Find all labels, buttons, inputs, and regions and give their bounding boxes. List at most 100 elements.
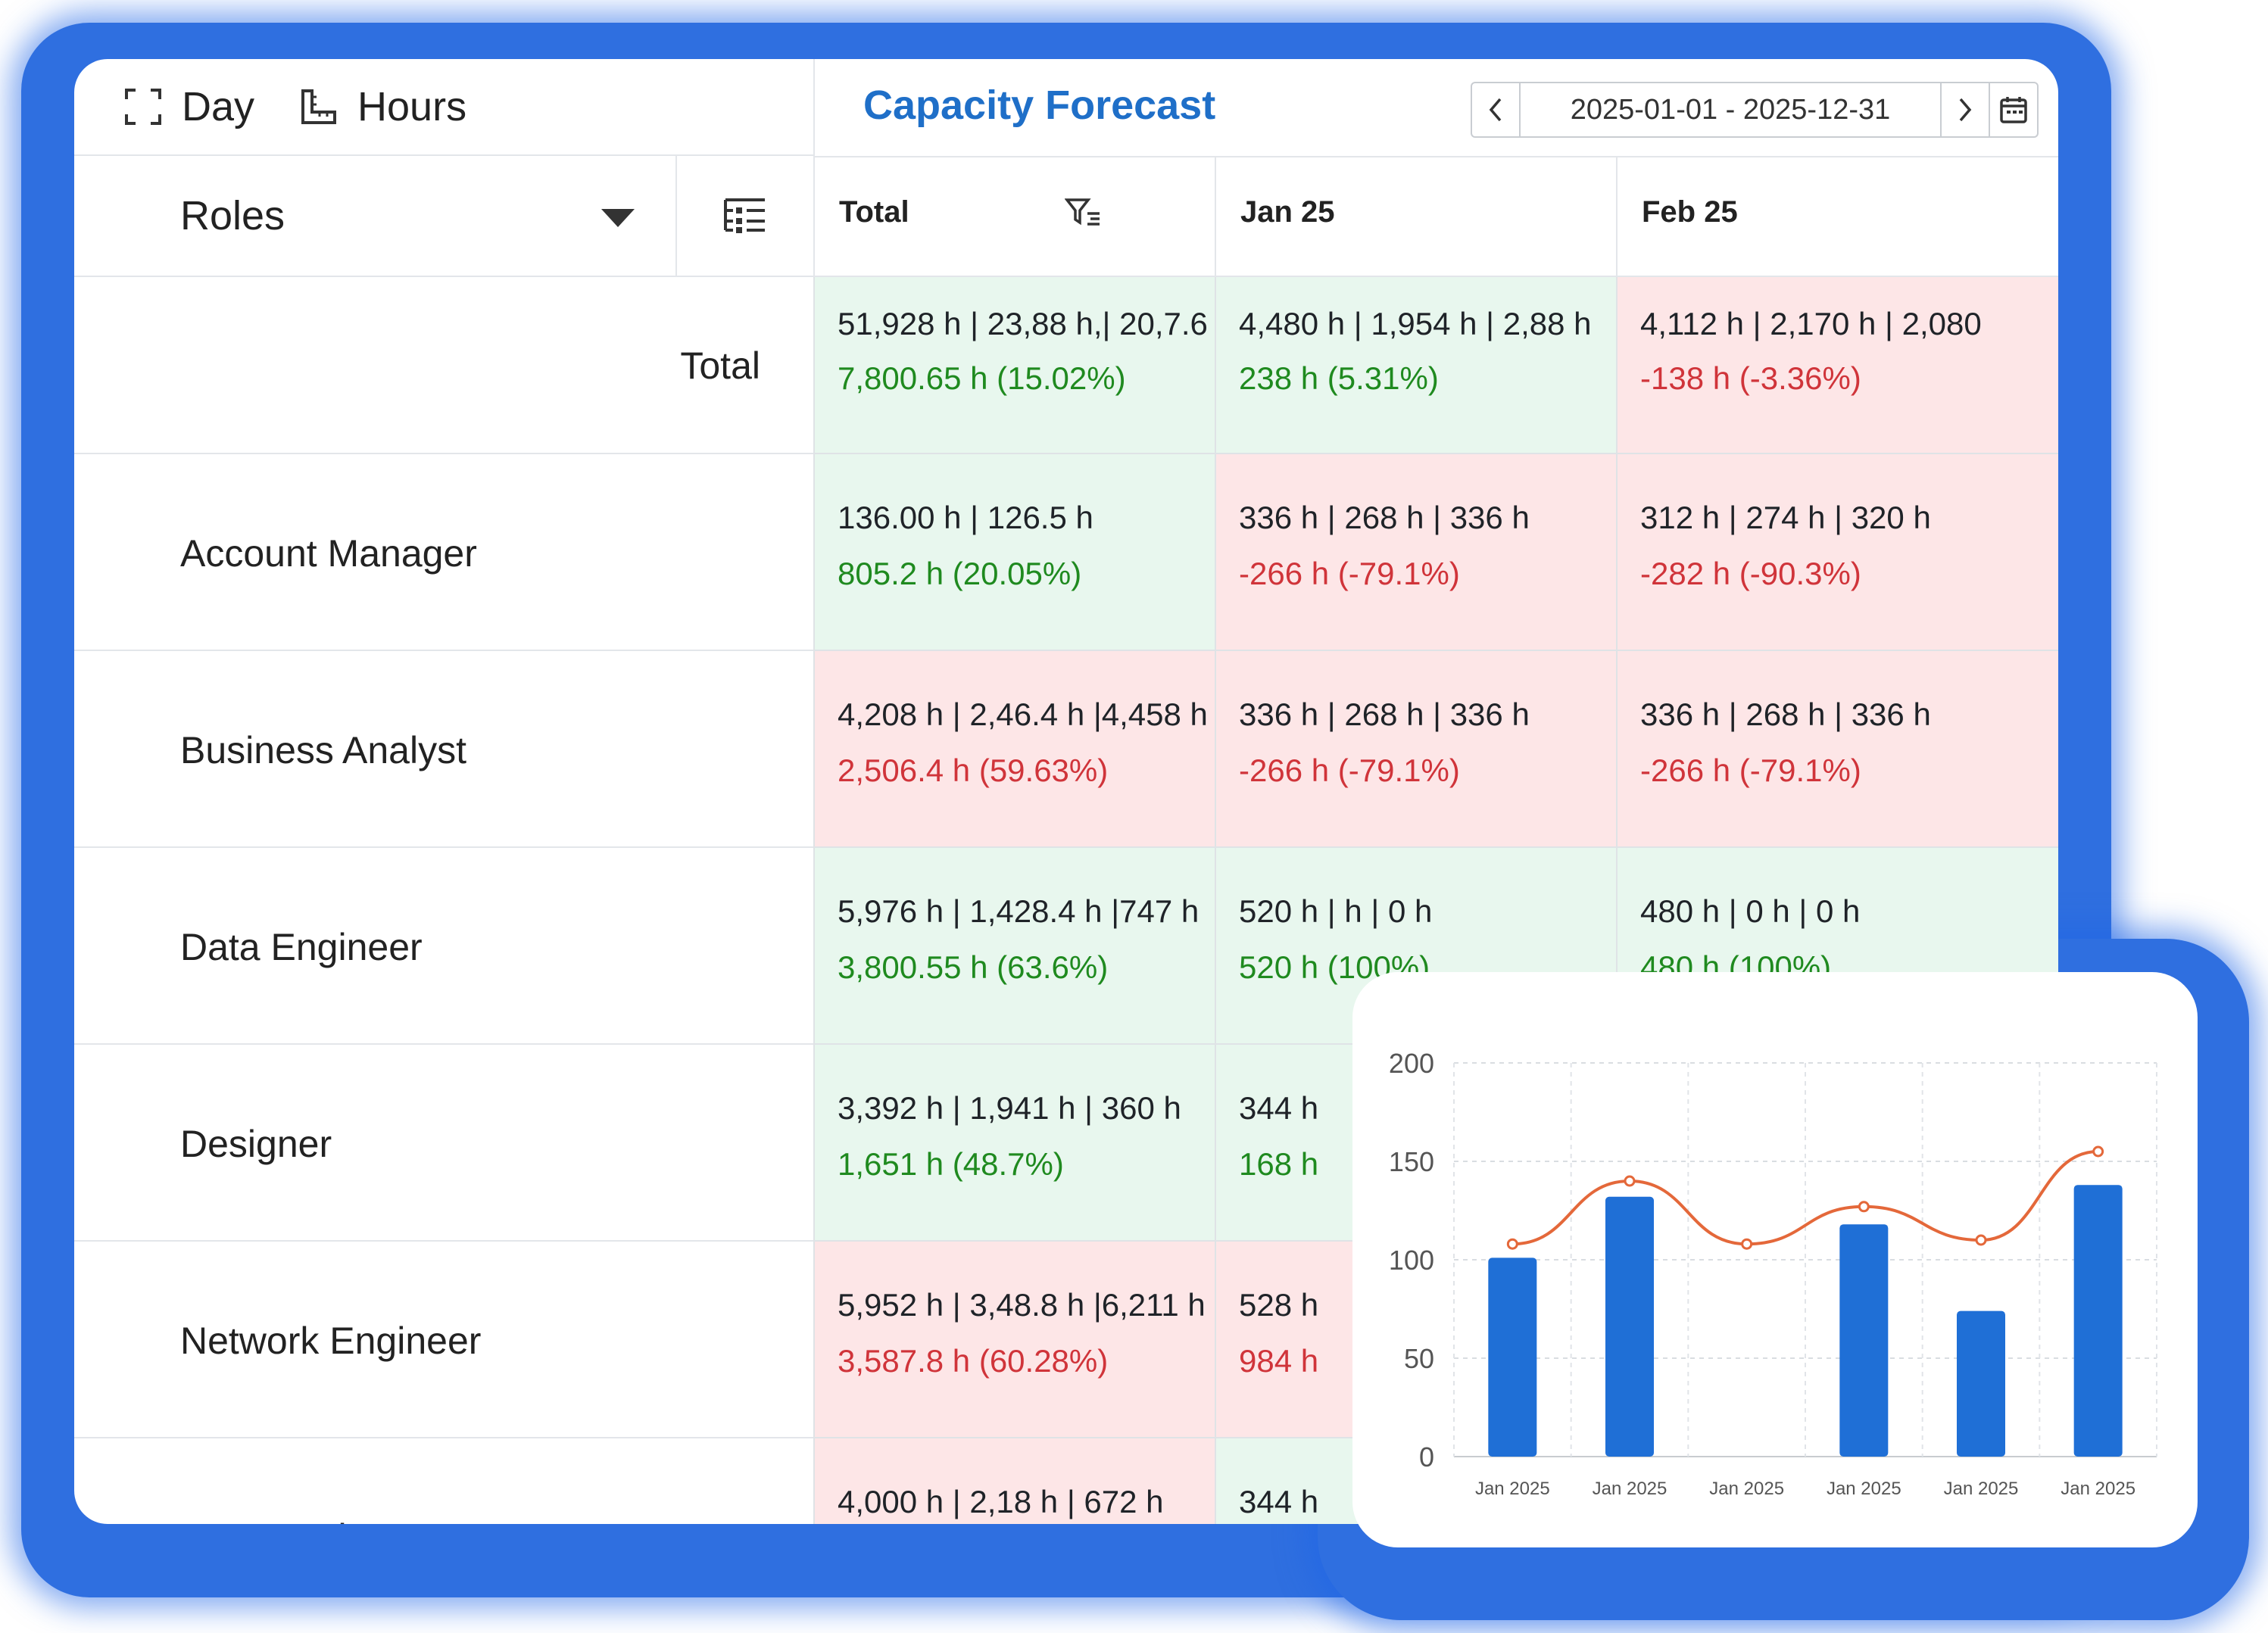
capacity-cell[interactable]: 4,112 h | 2,170 h | 2,080 -138 h (-3.36%) xyxy=(1616,277,2058,454)
chart-point xyxy=(1858,1201,1870,1213)
x-tick-label: Jan 2025 xyxy=(1944,1479,2019,1499)
cell-hours: 344 h xyxy=(1239,1090,1319,1126)
y-tick-label: 50 xyxy=(1404,1343,1434,1374)
capacity-chart: 0 50 100 150 200 Jan 2025 Jan 2025 Jan 2025 Jan … xyxy=(1389,1048,2157,1499)
chevron-right-icon xyxy=(1959,98,1972,122)
chart-bar xyxy=(2073,1185,2123,1457)
chart-card: 0 50 100 150 200 Jan 2025 Jan 2025 Jan 2025 Jan … xyxy=(1352,972,2198,1547)
cell-hours: 480 h | 0 h | 0 h xyxy=(1640,893,1861,929)
capacity-cell[interactable]: 136.00 h | 126.5 h 805.2 h (20.05%) xyxy=(813,454,1215,651)
row-label-text: Network Engineer xyxy=(180,1320,482,1362)
row-label-text: Data Engineer xyxy=(180,1516,423,1524)
ruler-icon xyxy=(301,89,337,124)
cell-hours: 4,112 h | 2,170 h | 2,080 xyxy=(1640,306,1982,341)
calendar-button[interactable] xyxy=(1990,83,2037,136)
cell-hours: 5,976 h | 1,428.4 h |747 h xyxy=(838,893,1200,929)
chart-point xyxy=(1506,1238,1518,1250)
y-tick-label: 150 xyxy=(1389,1146,1434,1177)
cell-hours: 344 h xyxy=(1239,1484,1319,1519)
cell-hours: 528 h xyxy=(1239,1287,1319,1323)
role-row-label[interactable]: Data Engineer xyxy=(74,848,813,1045)
prev-period-button[interactable] xyxy=(1472,83,1521,136)
cell-variance: -266 h (-79.1%) xyxy=(1239,556,1460,591)
cell-variance: 984 h xyxy=(1239,1343,1319,1379)
capacity-cell[interactable]: 5,952 h | 3,48.8 h |6,211 h 3,587.8 h (60… xyxy=(813,1242,1215,1438)
x-tick-label: Jan 2025 xyxy=(2061,1479,2135,1499)
cell-hours: 336 h | 268 h | 336 h xyxy=(1239,500,1530,535)
capacity-cell[interactable]: 4,480 h | 1,954 h | 2,88 h 238 h (5.31%) xyxy=(1215,277,1616,454)
tree-list-icon xyxy=(724,198,765,233)
capacity-cell[interactable]: 4,000 h | 2,18 h | 672 h xyxy=(813,1438,1215,1524)
capacity-cell[interactable]: 312 h | 274 h | 320 h -282 h (-90.3%) xyxy=(1616,454,2058,651)
group-by-label: Roles xyxy=(180,193,285,238)
cell-variance: -266 h (-79.1%) xyxy=(1239,753,1460,788)
y-tick-label: 200 xyxy=(1389,1048,1434,1079)
cell-hours: 336 h | 268 h | 336 h xyxy=(1239,697,1530,732)
tree-toggle-button[interactable] xyxy=(677,156,813,277)
capacity-cell[interactable]: 4,208 h | 2,46.4 h |4,458 h 2,506.4 h (59… xyxy=(813,651,1215,848)
cell-variance: 3,800.55 h (63.6%) xyxy=(838,949,1109,985)
role-row-label[interactable]: Designer xyxy=(74,1045,813,1242)
cell-hours: 520 h | h | 0 h xyxy=(1239,893,1433,929)
x-tick-label: Jan 2025 xyxy=(1827,1479,1901,1499)
view-mode-label: Day xyxy=(182,84,255,129)
x-tick-label: Jan 2025 xyxy=(1709,1479,1784,1499)
capacity-cell[interactable]: 520 h | h | 0 h 520 h (100%) xyxy=(1215,848,1616,1045)
date-range-input[interactable]: 2025-01-01 - 2025-12-31 xyxy=(1570,93,1891,126)
column-header-label: Jan 25 xyxy=(1240,195,1335,229)
expand-icon xyxy=(125,89,161,125)
chart-bar xyxy=(1488,1257,1537,1457)
calendar-icon xyxy=(2000,97,2027,123)
x-tick-label: Jan 2025 xyxy=(1475,1479,1550,1499)
cell-variance: 168 h xyxy=(1239,1146,1319,1182)
capacity-panel: Day Hours Capacity Forecast 2025-01-01 -… xyxy=(74,59,2058,1524)
total-row-label[interactable]: Total xyxy=(74,277,813,454)
column-header-label: Total xyxy=(839,195,909,229)
chart-point xyxy=(1741,1238,1753,1250)
column-header-month[interactable]: Feb 25 xyxy=(1616,156,2058,277)
cell-variance: -282 h (-90.3%) xyxy=(1640,556,1861,591)
cell-hours: 336 h | 268 h | 336 h xyxy=(1640,697,1931,732)
capacity-cell[interactable]: 336 h | 268 h | 336 h -266 h (-79.1%) xyxy=(1215,454,1616,651)
cell-variance: 1,651 h (48.7%) xyxy=(838,1146,1064,1182)
view-mode-button[interactable]: Day xyxy=(124,83,254,130)
row-label-text: Account Manager xyxy=(180,532,477,575)
role-row-label[interactable]: Business Analyst xyxy=(74,651,813,848)
y-tick-label: 100 xyxy=(1389,1245,1434,1276)
capacity-cell[interactable]: 51,928 h | 23,88 h,| 20,7.6 h 7,800.65 h … xyxy=(813,277,1215,454)
cell-hours: 4,000 h | 2,18 h | 672 h xyxy=(838,1484,1164,1519)
unit-mode-button[interactable]: Hours xyxy=(300,83,466,130)
chart-bar xyxy=(1839,1224,1889,1457)
column-header-month[interactable]: Jan 25 xyxy=(1215,156,1616,277)
chart-point xyxy=(1975,1234,1987,1246)
cell-hours: 312 h | 274 h | 320 h xyxy=(1640,500,1931,535)
chart-bar xyxy=(1957,1310,2005,1457)
role-row-label[interactable]: Network Engineer xyxy=(74,1242,813,1438)
next-period-button[interactable] xyxy=(1940,83,1990,136)
cell-variance: -266 h (-79.1%) xyxy=(1640,753,1861,788)
column-header-total[interactable]: Total xyxy=(813,156,1215,277)
cell-hours: 4,480 h | 1,954 h | 2,88 h xyxy=(1239,306,1592,341)
capacity-cell[interactable]: 5,976 h | 1,428.4 h |747 h 3,800.55 h (63… xyxy=(813,848,1215,1045)
filter-icon[interactable] xyxy=(1065,197,1101,227)
x-tick-label: Jan 2025 xyxy=(1593,1479,1667,1499)
role-row-label[interactable]: Account Manager xyxy=(74,454,813,651)
capacity-cell[interactable]: 336 h | 268 h | 336 h -266 h (-79.1%) xyxy=(1616,651,2058,848)
cell-variance: 7,800.65 h (15.02%) xyxy=(838,360,1126,396)
chevron-left-icon xyxy=(1489,98,1502,122)
view-toolbar: Day Hours xyxy=(74,59,813,156)
date-range-picker: 2025-01-01 - 2025-12-31 xyxy=(1471,82,2039,138)
cell-variance: 2,506.4 h (59.63%) xyxy=(838,753,1109,788)
role-row-label[interactable]: Data Engineer xyxy=(74,1438,813,1524)
unit-mode-label: Hours xyxy=(357,84,467,129)
row-label-text: Total xyxy=(680,344,760,387)
row-label-text: Business Analyst xyxy=(180,729,466,771)
capacity-cell[interactable]: 3,392 h | 1,941 h | 360 h 1,651 h (48.7%) xyxy=(813,1045,1215,1242)
cell-hours: 4,208 h | 2,46.4 h |4,458 h xyxy=(838,697,1208,732)
row-label-text: Designer xyxy=(180,1123,332,1165)
group-by-dropdown[interactable]: Roles xyxy=(74,156,677,277)
cell-hours: 3,392 h | 1,941 h | 360 h xyxy=(838,1090,1181,1126)
capacity-cell[interactable]: 336 h | 268 h | 336 h -266 h (-79.1%) xyxy=(1215,651,1616,848)
forecast-header: Capacity Forecast 2025-01-01 - 2025-12-3… xyxy=(813,59,2058,157)
cell-hours: 136.00 h | 126.5 h xyxy=(838,500,1093,535)
